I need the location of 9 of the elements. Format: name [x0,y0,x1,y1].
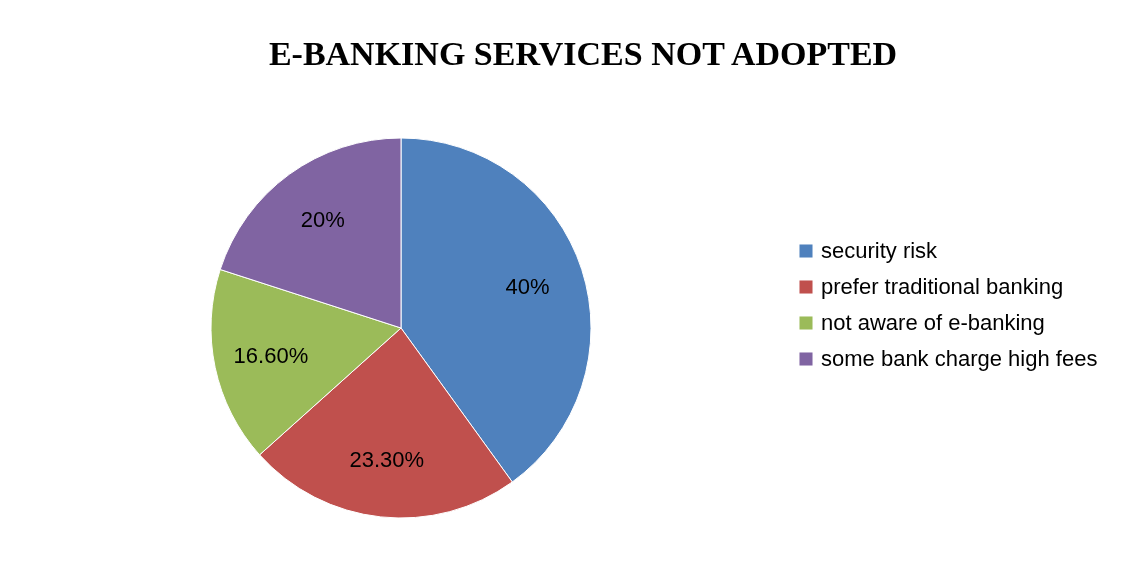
data-label: 16.60% [233,342,309,368]
legend-label: prefer traditional banking [821,274,1064,299]
data-label: 20% [300,207,345,233]
legend-label: security risk [821,238,939,263]
legend-label: some bank charge high fees [821,346,1098,371]
legend-label: not aware of e-banking [821,310,1045,335]
chart-title: E-BANKING SERVICES NOT ADOPTED [268,35,898,72]
data-label: 40% [505,274,550,300]
data-label: 23.30% [349,447,425,473]
